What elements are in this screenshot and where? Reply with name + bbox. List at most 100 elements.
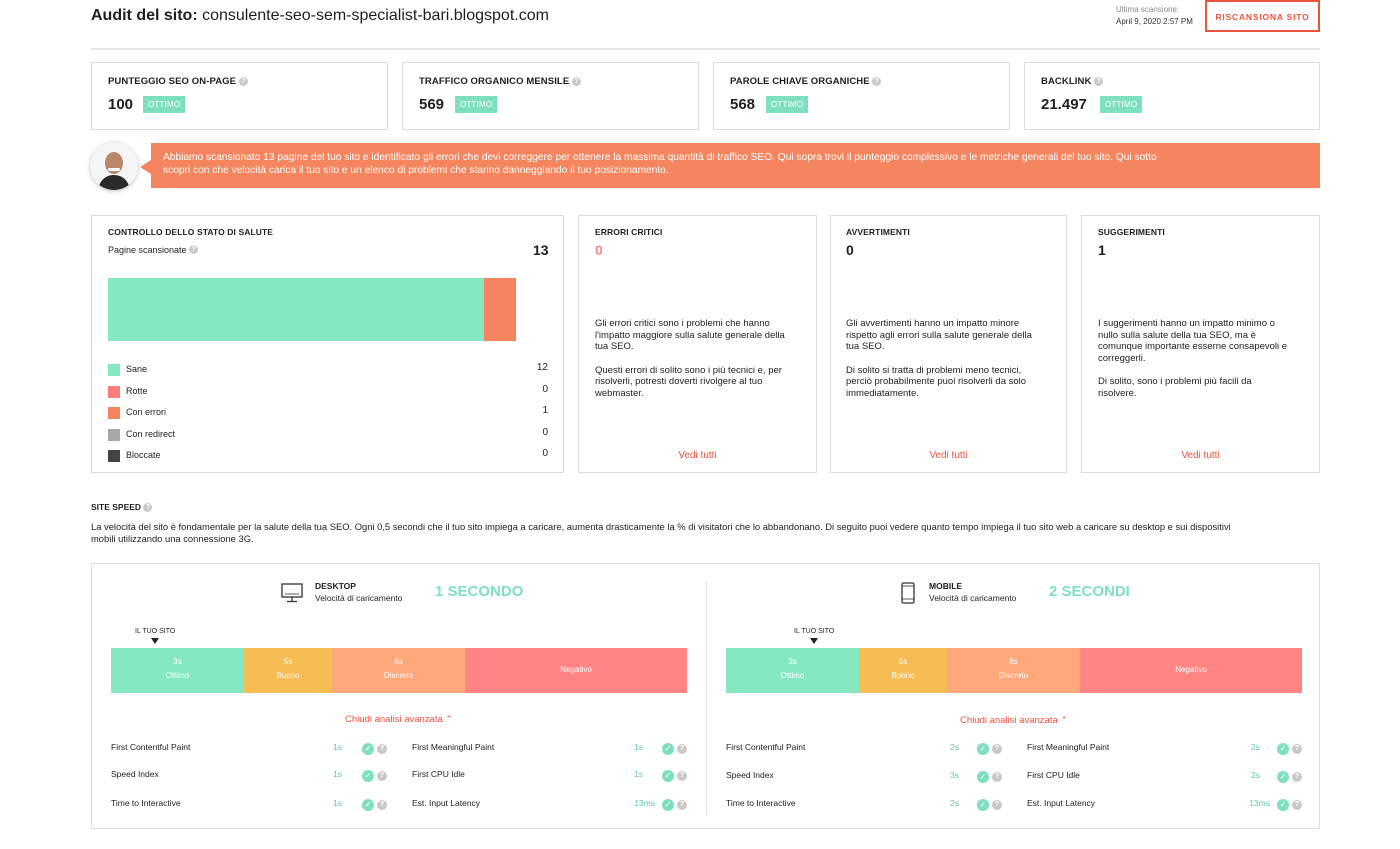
- suggestions-card: SUGGERIMENTI 1 I suggerimenti hanno un i…: [1081, 215, 1320, 473]
- health-bar: [108, 278, 516, 341]
- help-icon[interactable]: ?: [572, 76, 582, 86]
- card-title: SUGGERIMENTI: [1098, 227, 1165, 237]
- desc-line: perciò probabilmente puoi risolverli da …: [846, 376, 1027, 387]
- metric-name: First Contentful Paint: [111, 742, 191, 752]
- kpi-title: TRAFFICO ORGANICO MENSILE: [419, 76, 570, 87]
- avatar-portrait-icon: [90, 142, 138, 190]
- help-icon[interactable]: ?: [1292, 799, 1302, 810]
- help-icon[interactable]: ?: [872, 76, 882, 86]
- metric-name: Speed Index: [726, 770, 774, 780]
- help-icon[interactable]: ?: [377, 799, 387, 810]
- metric-value: 2s: [950, 798, 959, 808]
- help-icon[interactable]: ?: [1292, 743, 1302, 754]
- help-icon[interactable]: ?: [377, 770, 387, 781]
- last-scan-label: Ultima scansione:: [1116, 5, 1180, 14]
- help-icon[interactable]: ?: [677, 770, 687, 781]
- check-icon: ✓: [662, 742, 674, 755]
- mobile-phone-icon: [901, 582, 915, 604]
- health-legend: Sane 12 Rotte 0 Con errori 1 Con redirec…: [108, 361, 548, 469]
- avatar: [90, 142, 138, 190]
- card-count: 0: [846, 242, 854, 258]
- audit-label: Audit del sito:: [91, 7, 198, 24]
- see-all-link[interactable]: Vedi tutti: [678, 450, 717, 461]
- check-icon: ✓: [362, 798, 374, 811]
- metric-name: First CPU Idle: [412, 769, 465, 779]
- site-speed-panel: DESKTOP Velocità di caricamento 1 SECOND…: [91, 563, 1320, 829]
- card-count: 0: [595, 242, 603, 258]
- desktop-monitor-icon: [281, 583, 303, 603]
- toggle-advanced-analysis[interactable]: Chiudi analisi avanzata ⌃: [92, 714, 706, 725]
- legend-value: 0: [542, 383, 548, 395]
- your-site-marker-label: IL TUO SITO: [794, 628, 835, 635]
- desc-line: risolvere.: [1098, 387, 1137, 399]
- desc-line: correggerli.: [1098, 352, 1146, 364]
- pages-label: Pagine scansionate: [108, 245, 187, 255]
- metric-value: 2s: [950, 742, 959, 752]
- legend-item-bloccate: Bloccate 0: [108, 447, 548, 469]
- legend-label: Sane: [126, 364, 148, 374]
- toggle-advanced-analysis[interactable]: Chiudi analisi avanzata ⌃: [707, 715, 1321, 726]
- metric-value: 13ms: [1249, 798, 1270, 808]
- help-icon[interactable]: ?: [238, 76, 248, 86]
- help-icon[interactable]: ?: [992, 771, 1002, 782]
- chevron-up-icon: ⌃: [1060, 715, 1068, 725]
- legend-value: 0: [542, 448, 548, 459]
- your-site-marker-arrow: [810, 638, 818, 644]
- help-icon[interactable]: ?: [189, 245, 199, 254]
- desc-line: l'impatto maggiore sulla salute generale…: [595, 329, 785, 341]
- metric-value: 1s: [333, 742, 342, 752]
- band-negativo: Negativo: [1080, 648, 1302, 693]
- legend-swatch: [108, 407, 120, 419]
- band-ottimo: 3s Ottimo: [726, 648, 859, 693]
- rescan-button[interactable]: RISCANSIONA SITO: [1205, 0, 1320, 32]
- last-scan-date: April 9, 2020 2:57 PM: [1116, 17, 1193, 26]
- see-all-link[interactable]: Vedi tutti: [1181, 450, 1220, 461]
- metric-value: 1s: [634, 742, 643, 752]
- check-icon: ✓: [1277, 770, 1289, 783]
- mobile-section: MOBILE Velocità di caricamento 2 SECONDI…: [707, 564, 1321, 830]
- kpi-badge: OTTIMO: [143, 96, 186, 113]
- your-site-marker-arrow: [151, 638, 159, 644]
- legend-item-sane: Sane 12: [108, 361, 548, 383]
- toggle-label: Chiudi analisi avanzata: [345, 714, 443, 725]
- help-icon[interactable]: ?: [992, 743, 1002, 754]
- desc-line: webmaster.: [595, 387, 644, 399]
- kpi-card-seo-score: PUNTEGGIO SEO ON-PAGE ? 100 OTTIMO: [91, 62, 388, 130]
- metric-name: Time to Interactive: [726, 798, 796, 808]
- critical-errors-card: ERRORI CRITICI 0 Gli errori critici sono…: [578, 215, 817, 473]
- kpi-badge: OTTIMO: [455, 96, 498, 113]
- help-icon[interactable]: ?: [1292, 771, 1302, 782]
- check-icon: ✓: [977, 770, 989, 783]
- banner-line-2: scopri con che velocità carica il tuo si…: [163, 165, 669, 176]
- metric-value: 1s: [333, 798, 342, 808]
- metric-name: Est. Input Latency: [1027, 798, 1096, 808]
- see-all-link[interactable]: Vedi tutti: [929, 450, 968, 461]
- help-icon[interactable]: ?: [1094, 76, 1104, 86]
- legend-item-errori: Con errori 1: [108, 404, 548, 426]
- info-banner: Abbiamo scansionato 13 pagine del tuo si…: [151, 143, 1320, 188]
- site-url: consulente-seo-sem-specialist-bari.blogs…: [202, 7, 549, 24]
- kpi-card-organic-keywords: PAROLE CHIAVE ORGANICHE ? 568 OTTIMO: [713, 62, 1010, 130]
- help-icon[interactable]: ?: [677, 743, 687, 754]
- page-title: Audit del sito: consulente-seo-sem-speci…: [91, 7, 549, 25]
- warnings-card: AVVERTIMENTI 0 Gli avvertimenti hanno un…: [830, 215, 1067, 473]
- speed-scale: 3s Ottimo 5s Buono 8s Discreto Negativo: [111, 648, 687, 693]
- legend-swatch: [108, 450, 120, 462]
- help-icon[interactable]: ?: [143, 503, 153, 513]
- metric-value: 1s: [333, 769, 342, 779]
- help-icon[interactable]: ?: [377, 743, 387, 754]
- legend-label: Rotte: [126, 385, 148, 396]
- desc-line: I suggerimenti hanno un impatto minimo o: [1098, 318, 1275, 329]
- health-title: CONTROLLO DELLO STATO DI SALUTE: [108, 227, 274, 237]
- help-icon[interactable]: ?: [992, 799, 1002, 810]
- check-icon: ✓: [977, 742, 989, 755]
- load-result: 1 SECONDO: [435, 583, 524, 600]
- band-discreto: 8s Discreto: [332, 648, 465, 693]
- help-icon[interactable]: ?: [677, 799, 687, 810]
- legend-label: Con redirect: [126, 428, 176, 439]
- desc-line: Di solito, sono i problemi più facili da: [1098, 376, 1252, 387]
- kpi-title: PAROLE CHIAVE ORGANICHE: [730, 76, 870, 87]
- band-ottimo: 3s Ottimo: [111, 648, 244, 693]
- legend-swatch: [108, 364, 120, 376]
- legend-swatch: [108, 428, 120, 441]
